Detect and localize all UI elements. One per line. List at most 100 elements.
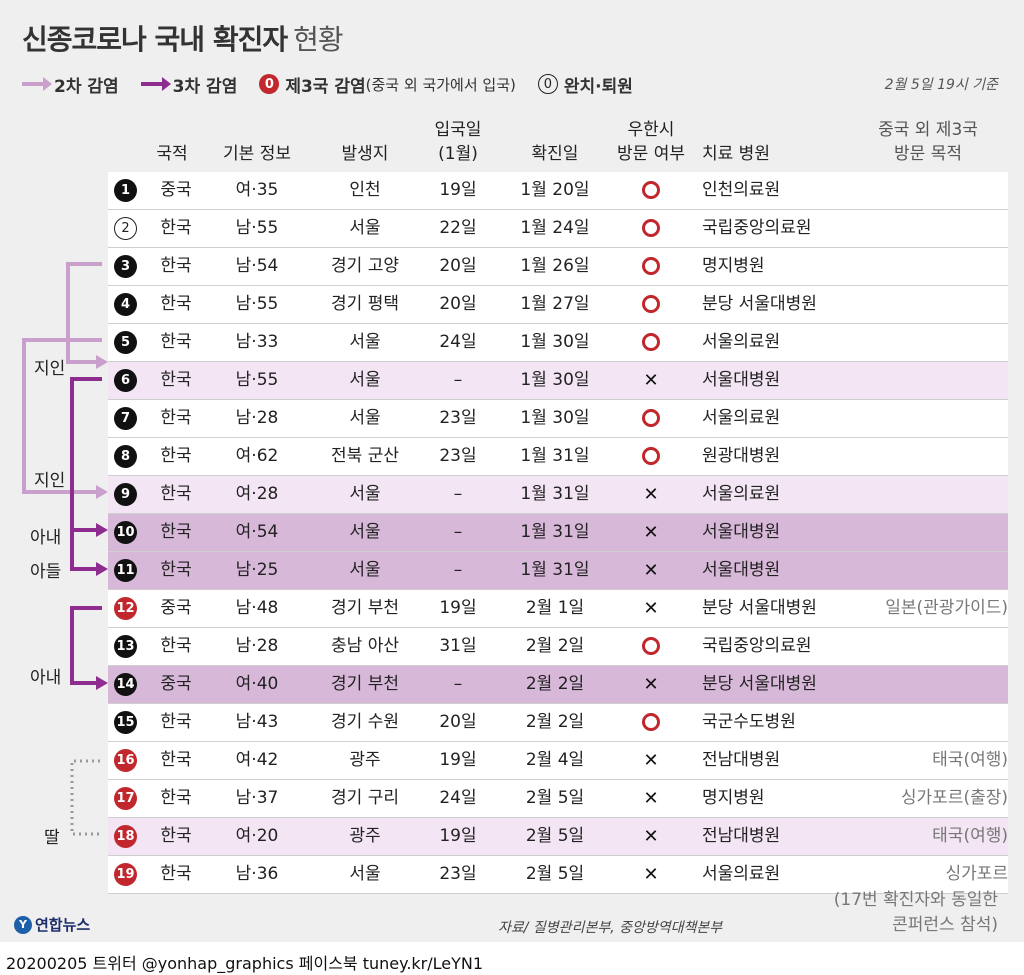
cell-purpose: [848, 286, 1008, 323]
circle-mark-icon: [642, 181, 660, 199]
cell-entry: –: [453, 370, 463, 390]
logo-text: 연합뉴스: [35, 916, 91, 934]
cell-info: 여·54: [235, 522, 279, 542]
cell-purpose: [848, 324, 1008, 361]
cell-purpose: 일본(관광가이드): [885, 598, 1008, 618]
circle-mark-icon: [642, 409, 660, 427]
table-row: 2 한국 남·55 서울 22일 1월 24일 국립중앙의료원: [108, 210, 1008, 248]
cell-loc: 서울: [349, 370, 381, 390]
red-circle-number-icon: 0: [259, 74, 280, 94]
cell-info: 남·54: [235, 256, 279, 276]
circle-mark-icon: [642, 295, 660, 313]
cell-conf: 1월 30일: [520, 408, 590, 428]
cell-purpose: [848, 210, 1008, 247]
relation-acquaintance-2: 지인: [34, 471, 66, 491]
wuhan-no-cross-icon: ✕: [606, 514, 696, 551]
table-row: 14 중국 여·40 경기 부천 – 2월 2일 분당 서울대병원 ✕: [108, 666, 1008, 704]
cell-conf: 1월 27일: [520, 294, 590, 314]
cell-conf: 2월 2일: [525, 674, 585, 694]
light-arrow-icon: [22, 77, 52, 91]
source-note: 자료/ 질병관리본부, 중앙방역대책본부: [498, 920, 723, 936]
wuhan-yes-circle-icon: [606, 286, 696, 323]
header-entry-sub: (1월): [438, 144, 478, 164]
table-row: 15 한국 남·43 경기 수원 20일 2월 2일 국군수도병원: [108, 704, 1008, 742]
purpose-detail-line: 콘퍼런스 참석): [892, 915, 998, 935]
table-row: 9 한국 여·28 서울 – 1월 31일 서울의료원 ✕: [108, 476, 1008, 514]
cell-entry: 20일: [439, 256, 477, 276]
cell-entry: 23일: [439, 864, 477, 884]
cell-nat: 한국: [160, 484, 192, 504]
wuhan-yes-circle-icon: [606, 704, 696, 741]
cell-hosp: 전남대병원: [702, 750, 781, 770]
legend-third-label: 3차 감염: [172, 76, 238, 97]
wuhan-no-cross-icon: ✕: [606, 666, 696, 703]
cell-loc: 전북 군산: [331, 446, 399, 466]
cell-nat: 한국: [160, 712, 192, 732]
cell-loc: 광주: [349, 750, 381, 770]
wuhan-no-cross-icon: ✕: [606, 476, 696, 513]
cell-loc: 충남 아산: [331, 636, 399, 656]
cross-mark-icon: ✕: [643, 864, 659, 885]
cell-conf: 2월 2일: [525, 636, 585, 656]
cross-mark-icon: ✕: [643, 674, 659, 695]
cell-purpose: [848, 628, 1008, 665]
cell-purpose: [848, 248, 1008, 285]
cell-purpose: [848, 172, 1008, 209]
cell-hosp: 서울대병원: [702, 522, 781, 542]
cross-mark-icon: ✕: [643, 788, 659, 809]
cell-purpose: [848, 704, 1008, 741]
legend-recovered-label: 완치·퇴원: [563, 76, 633, 97]
cell-nat: 중국: [160, 598, 192, 618]
case-number-badge: 11: [114, 559, 137, 582]
cell-loc: 서울: [349, 218, 381, 238]
yonhap-logo-icon: Y: [14, 915, 32, 934]
cell-nat: 중국: [160, 180, 192, 200]
cell-entry: 31일: [439, 636, 477, 656]
circle-mark-icon: [642, 637, 660, 655]
case-number-badge: 6: [114, 369, 137, 392]
cell-loc: 서울: [349, 484, 381, 504]
case-number-badge: 19: [114, 863, 137, 886]
cell-nat: 한국: [160, 750, 192, 770]
link-16-18: [70, 759, 100, 836]
cell-nat: 한국: [160, 636, 192, 656]
case-number-badge: 4: [114, 293, 137, 316]
wuhan-yes-circle-icon: [606, 248, 696, 285]
cell-conf: 2월 5일: [525, 788, 585, 808]
circle-mark-icon: [642, 257, 660, 275]
cell-loc: 경기 부천: [331, 674, 399, 694]
cell-entry: 19일: [439, 180, 477, 200]
cell-info: 여·20: [235, 826, 279, 846]
cell-loc: 서울: [349, 522, 381, 542]
circle-mark-icon: [642, 333, 660, 351]
case-table: 1 중국 여·35 인천 19일 1월 20일 인천의료원 2 한국 남·55 서울 22일 1월 24…: [108, 172, 1008, 894]
link-5-9: [22, 338, 102, 494]
legend-second: 2차 감염: [22, 72, 119, 97]
table-row: 1 중국 여·35 인천 19일 1월 20일 인천의료원: [108, 172, 1008, 210]
wuhan-no-cross-icon: ✕: [606, 780, 696, 817]
arrowhead-14: [96, 676, 108, 690]
case-number-badge: 12: [114, 597, 137, 620]
case-number-badge: 17: [114, 787, 137, 810]
cell-loc: 서울: [349, 864, 381, 884]
table-row: 3 한국 남·54 경기 고양 20일 1월 26일 명지병원: [108, 248, 1008, 286]
relation-son: 아들: [30, 562, 62, 582]
cell-info: 남·55: [235, 218, 279, 238]
cell-conf: 1월 31일: [520, 522, 590, 542]
cell-conf: 2월 5일: [525, 826, 585, 846]
relation-wife-1: 아내: [30, 528, 62, 548]
cell-entry: 23일: [439, 446, 477, 466]
wuhan-no-cross-icon: ✕: [606, 856, 696, 893]
legend-foreign-label: 제3국 감염: [285, 76, 366, 97]
timestamp: 2월 5일 19시 기준: [884, 77, 998, 93]
cross-mark-icon: ✕: [643, 522, 659, 543]
legend-recovered: 0 완치·퇴원: [537, 72, 633, 97]
cell-loc: 서울: [349, 408, 381, 428]
cell-nat: 한국: [160, 446, 192, 466]
table-row: 7 한국 남·28 서울 23일 1월 30일 서울의료원: [108, 400, 1008, 438]
case-number-badge: 3: [114, 255, 137, 278]
cell-nat: 한국: [160, 294, 192, 314]
cell-loc: 인천: [349, 180, 381, 200]
cell-hosp: 국군수도병원: [702, 712, 796, 732]
case-number-badge: 16: [114, 749, 137, 772]
